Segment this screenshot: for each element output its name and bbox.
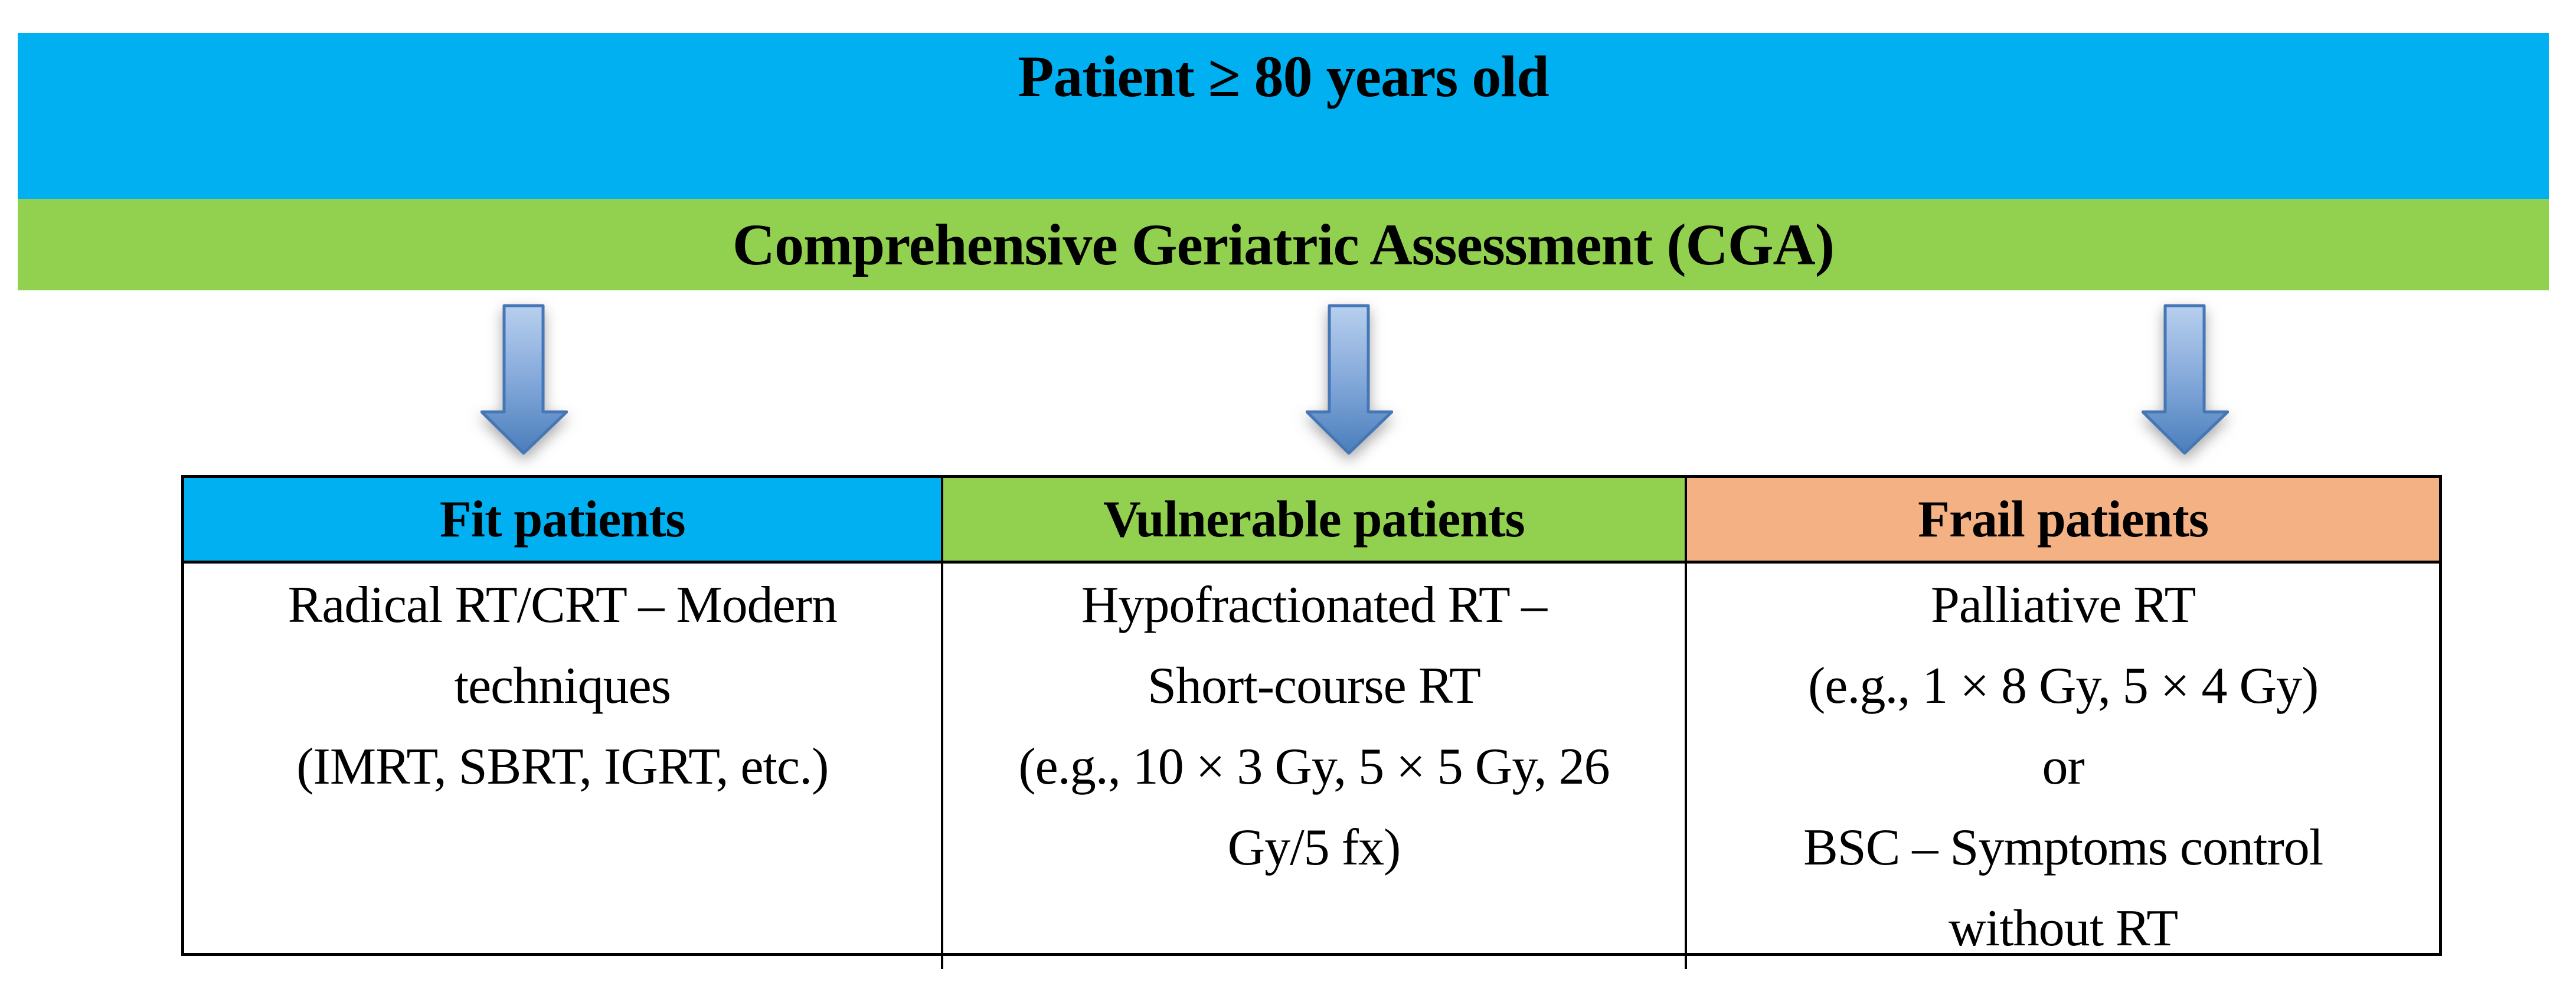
banner-cga-label: Comprehensive Geriatric Assessment (CGA) <box>732 212 1835 277</box>
table-cell-fit-treatment: Radical RT/CRT – Modern techniques (IMRT… <box>184 564 943 969</box>
banner-patient-age: Patient ≥ 80 years old <box>18 33 2549 199</box>
banner-cga: Comprehensive Geriatric Assessment (CGA) <box>18 199 2549 290</box>
table-cell-frail-treatment: Palliative RT (e.g., 1 × 8 Gy, 5 × 4 Gy)… <box>1803 577 2323 957</box>
table-header-vulnerable-patients: Vulnerable patients <box>943 478 1688 564</box>
down-arrow-shape <box>1306 304 1393 455</box>
down-arrow-shape <box>480 304 568 455</box>
table-header-fit-patients: Fit patients <box>184 478 943 564</box>
down-arrow-icon <box>480 304 568 455</box>
banner-patient-age-label: Patient ≥ 80 years old <box>1018 44 1549 109</box>
table-cell-vulnerable-treatment: Hypofractionated RT – Short-course RT (e… <box>943 564 1688 969</box>
table-header-frail-patients: Frail patients <box>1687 478 2439 564</box>
down-arrow-shape <box>2142 304 2229 455</box>
down-arrow-icon <box>1306 304 1393 455</box>
down-arrow-icon <box>2142 304 2229 455</box>
patient-groups-table: Fit patients Vulnerable patients Frail p… <box>181 475 2442 969</box>
